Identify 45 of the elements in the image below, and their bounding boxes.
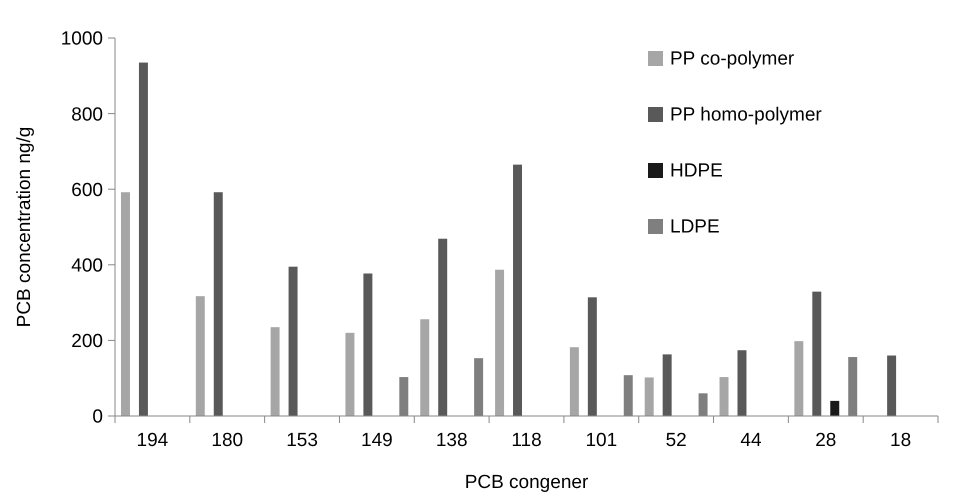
y-tick-label: 1000	[60, 28, 103, 50]
x-tick-label: 101	[585, 430, 618, 451]
y-tick-label: 0	[92, 406, 103, 428]
bar	[662, 354, 672, 416]
x-tick-label: 153	[286, 430, 318, 451]
bar	[570, 347, 579, 416]
bar	[270, 327, 280, 416]
legend-label: LDPE	[670, 216, 720, 238]
bar	[196, 296, 205, 416]
y-tick-label: 600	[71, 180, 103, 201]
x-axis-title: PCB congener	[464, 472, 589, 493]
y-tick-label: 200	[71, 331, 103, 352]
bar	[120, 192, 130, 416]
legend-label: PP co-polymer	[670, 48, 795, 70]
bar	[438, 238, 448, 416]
bar	[887, 356, 896, 416]
y-tick-label: 800	[71, 104, 103, 126]
legend-label: HDPE	[670, 160, 723, 182]
bar	[588, 297, 597, 416]
bar	[345, 332, 354, 416]
x-tick-label: 194	[136, 430, 169, 451]
x-tick-label: 180	[211, 430, 244, 451]
x-tick-label: 18	[890, 430, 912, 451]
bar	[214, 192, 223, 416]
bar	[720, 377, 729, 416]
x-tick-label: 138	[436, 430, 468, 451]
bar	[644, 377, 654, 416]
bar	[513, 164, 522, 416]
bar	[363, 273, 372, 416]
legend-label: PP homo-polymer	[670, 104, 822, 126]
x-tick-label: 149	[361, 430, 393, 451]
bar	[737, 350, 746, 416]
x-tick-label: 52	[666, 430, 687, 451]
bar	[495, 270, 504, 416]
bar	[138, 62, 148, 416]
y-axis-title: PCB concentration ng/g	[14, 126, 35, 328]
bar	[288, 266, 298, 416]
bar	[420, 319, 430, 416]
y-tick-label: 400	[71, 255, 103, 276]
bar	[812, 292, 822, 416]
bar	[794, 341, 804, 416]
bar	[830, 400, 840, 416]
x-tick-label: 44	[740, 430, 762, 451]
x-tick-label: 118	[511, 430, 542, 451]
x-tick-label: 28	[815, 430, 836, 451]
